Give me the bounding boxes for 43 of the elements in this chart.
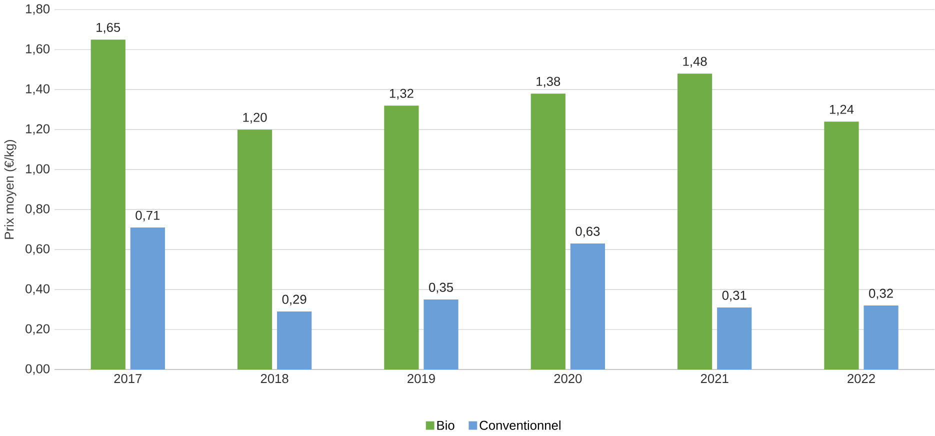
data-label: 1,65 bbox=[96, 22, 120, 34]
data-label: 1,38 bbox=[536, 76, 560, 88]
data-label: 1,20 bbox=[243, 112, 267, 124]
bar bbox=[130, 228, 165, 370]
y-tick-label: 1,00 bbox=[26, 164, 50, 176]
y-tick-label: 1,20 bbox=[26, 124, 50, 136]
y-tick-label: 1,60 bbox=[26, 44, 50, 56]
y-tick-label: 0,00 bbox=[26, 364, 50, 375]
bar bbox=[570, 244, 605, 370]
y-tick-label: 0,80 bbox=[26, 204, 50, 216]
x-tick-label: 2020 bbox=[554, 374, 582, 384]
data-label: 1,48 bbox=[683, 56, 707, 68]
data-label: 0,63 bbox=[576, 226, 600, 238]
bar bbox=[530, 94, 566, 370]
bar bbox=[717, 308, 752, 370]
x-tick-label: 2019 bbox=[408, 374, 435, 384]
bar bbox=[384, 106, 419, 370]
legend-label: Conventionnel bbox=[480, 420, 560, 430]
y-tick-label: 1,40 bbox=[26, 84, 50, 96]
bar bbox=[678, 74, 712, 370]
legend-label: Bio bbox=[437, 420, 454, 430]
bar bbox=[424, 300, 458, 370]
bar bbox=[237, 130, 272, 370]
y-tick-label: 0,40 bbox=[26, 284, 50, 296]
data-label: 0,35 bbox=[429, 282, 453, 294]
bar bbox=[90, 40, 126, 370]
data-label: 0,32 bbox=[869, 288, 893, 300]
bar bbox=[277, 312, 312, 370]
x-tick-label: 2022 bbox=[848, 374, 875, 384]
y-tick-label: 0,20 bbox=[26, 324, 50, 335]
x-tick-label: 2021 bbox=[700, 374, 728, 384]
bar bbox=[864, 306, 898, 370]
data-label: 0,29 bbox=[282, 294, 306, 306]
x-tick-label: 2017 bbox=[114, 374, 142, 384]
x-tick-label: 2018 bbox=[260, 374, 288, 384]
data-label: 0,31 bbox=[722, 290, 746, 302]
data-label: 0,71 bbox=[136, 210, 160, 222]
bar bbox=[824, 122, 859, 370]
y-tick-label: 0,60 bbox=[26, 244, 50, 256]
y-axis-title: Prix moyen (€/kg) bbox=[4, 140, 16, 240]
data-label: 1,32 bbox=[390, 88, 414, 100]
data-label: 1,24 bbox=[830, 104, 854, 116]
y-tick-label: 1,80 bbox=[26, 4, 50, 16]
